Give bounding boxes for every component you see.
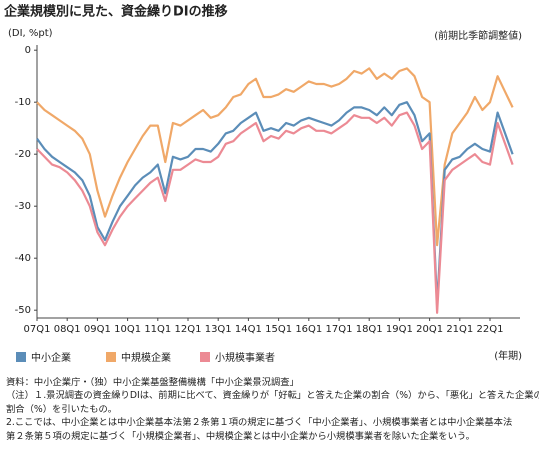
note-line: 資料：中小企業庁・（独）中小企業基盤整備機構「中小企業景況調査」 bbox=[6, 377, 299, 388]
note-line: 第２条第５項の規定に基づく「小規模企業者」、中規模企業とは中小企業から小規模事業… bbox=[6, 430, 475, 442]
x-tick-label: 07Q1 bbox=[24, 324, 51, 335]
chart: 企業規模別に見た、資金繰りDIの推移 (DI, %pt) (前期比季節調整値) … bbox=[3, 4, 522, 365]
series-line bbox=[36, 67, 514, 247]
x-tick-label: 18Q1 bbox=[356, 324, 383, 335]
x-tick-label: 11Q1 bbox=[144, 324, 171, 335]
y-tick-label: -20 bbox=[15, 149, 31, 160]
chart-title: 企業規模別に見た、資金繰りDIの推移 bbox=[3, 4, 228, 20]
legend-label: 中規模企業 bbox=[121, 351, 171, 364]
legend-swatch bbox=[200, 352, 210, 362]
x-tick-label: 12Q1 bbox=[175, 324, 202, 335]
x-tick-label: 22Q1 bbox=[477, 324, 504, 335]
note-line: 割合（%）を引いたもの。 bbox=[6, 403, 118, 415]
note-right: (前期比季節調整値) bbox=[434, 29, 522, 42]
y-tick-label: -30 bbox=[15, 201, 31, 212]
notes: 資料：中小企業庁・（独）中小企業基盤整備機構「中小企業景況調査」 （注）１.景況調… bbox=[6, 376, 539, 443]
x-tick-label: 20Q1 bbox=[416, 324, 443, 335]
note-line: （注）１.景況調査の資金繰りDIは、前期に比べて、資金繰りが「好転」と答えた企業… bbox=[6, 390, 539, 402]
x-tick-label: 19Q1 bbox=[386, 324, 413, 335]
note-line: 2.ここでは、中小企業とは中小企業基本法第２条第１項の規定に基づく「中小企業者」… bbox=[6, 417, 513, 429]
x-unit: (年期) bbox=[494, 349, 522, 362]
y-tick-label: 0 bbox=[25, 45, 31, 56]
legend-swatch bbox=[16, 352, 26, 362]
series-line bbox=[36, 111, 514, 314]
y-tick-label: -40 bbox=[15, 253, 31, 264]
x-tick-label: 15Q1 bbox=[265, 324, 292, 335]
legend-label: 中小企業 bbox=[31, 351, 71, 364]
x-tick-label: 08Q1 bbox=[54, 324, 81, 335]
x-tick-label: 16Q1 bbox=[295, 324, 322, 335]
x-tick-label: 13Q1 bbox=[205, 324, 232, 335]
legend-swatch bbox=[106, 352, 116, 362]
x-tick-label: 17Q1 bbox=[326, 324, 353, 335]
x-tick-label: 10Q1 bbox=[114, 324, 141, 335]
x-tick-label: 21Q1 bbox=[446, 324, 473, 335]
y-tick-label: -10 bbox=[15, 97, 31, 108]
x-tick-label: 14Q1 bbox=[235, 324, 262, 335]
y-tick-label: -50 bbox=[15, 305, 31, 316]
x-tick-label: 09Q1 bbox=[84, 324, 111, 335]
y-unit: (DI, %pt) bbox=[8, 28, 53, 39]
legend-label: 小規模事業者 bbox=[215, 351, 275, 364]
